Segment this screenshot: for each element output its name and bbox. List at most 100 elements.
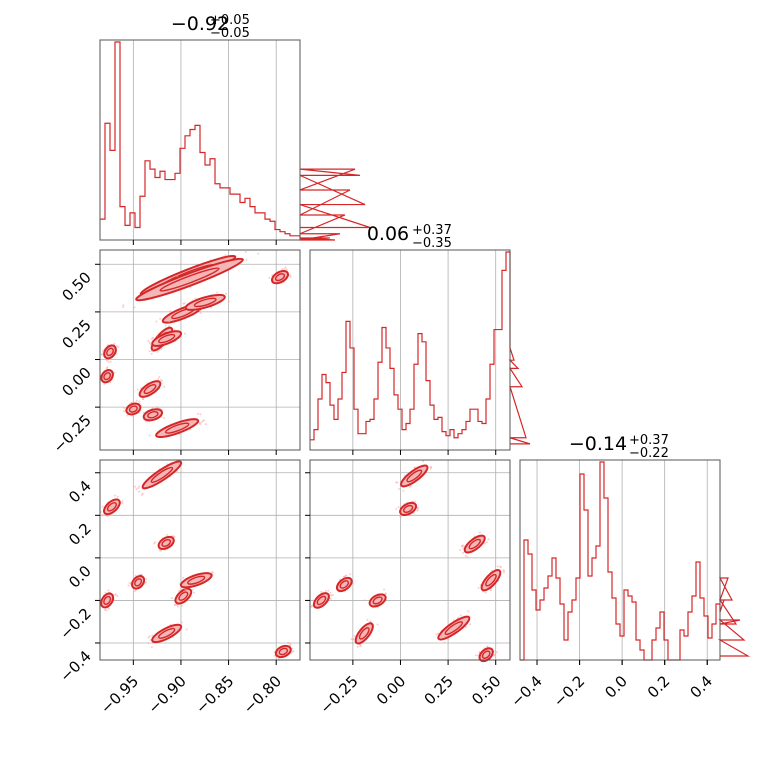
panel-0-1-sample-1-11 — [122, 304, 125, 307]
ytick-label-2-r2-4: 0.4 — [65, 477, 95, 507]
panel-1-2-sample-7-24 — [356, 645, 359, 648]
panel-1-2-sample-8-19 — [443, 641, 446, 644]
panel-0-2-sample-8-17 — [291, 650, 294, 653]
panel-0-1-sample-10-17 — [162, 417, 165, 420]
panel-0-1-sample-2-0 — [159, 317, 162, 320]
panel-0-1-sample-11-24 — [202, 419, 205, 422]
histogram-1 — [310, 251, 531, 445]
panel-0-1-sample-3-25 — [227, 300, 230, 303]
panel-0-1-contour-outer-1 — [135, 257, 244, 302]
panel-1-2-sample-2-0 — [464, 554, 467, 557]
panel-0-2-sample-8-13 — [277, 657, 280, 660]
title-param-2-lower: −0.22 — [629, 446, 669, 461]
panel-0-2-contour-outer-3 — [131, 575, 146, 590]
panel-1-2-contour-inner-6 — [372, 596, 383, 605]
panel-0-1-sample-2-7 — [199, 312, 202, 315]
ytick-label-1-r1-0: −0.25 — [50, 411, 95, 456]
xtick-label-1-2: 0.25 — [421, 672, 457, 708]
panel-1-2-sample-7-9 — [376, 623, 379, 626]
panel-0-1-sample-4-15 — [150, 352, 153, 355]
panel-0-1-contour-outer-10 — [142, 408, 164, 422]
panel-1-2-sample-0-7 — [398, 488, 401, 491]
panel-1-2-sample-9-4 — [494, 650, 497, 653]
panel-0-1-contour-inner-3 — [193, 297, 217, 308]
panel-0-1-sample-3-8 — [185, 312, 188, 315]
panel-0-2-sample-0-11 — [113, 494, 116, 497]
panel-1-2-sample-2-18 — [486, 541, 489, 544]
panel-1-2-sample-3-5 — [502, 569, 505, 572]
panel-1-2-sample-2-21 — [461, 545, 464, 548]
xtick-label-2-2: 0.0 — [601, 672, 631, 702]
panel-1-2-sample-8-7 — [435, 633, 438, 636]
panel-0-2-sample-4-2 — [105, 609, 108, 612]
xtick-label-0-2: −0.85 — [192, 672, 237, 717]
panel-1-2-sample-2-17 — [478, 531, 481, 534]
panels: −0.95 −0.90 −0.85 −0.80 −0.25 0.00 0.25 0.50 −0.… — [50, 39, 751, 717]
panel-0-1-sample-6-6 — [115, 344, 118, 347]
panel-0-2-sample-6-17 — [178, 589, 181, 592]
panel-1-2-sample-8-5 — [467, 610, 470, 613]
panel-0-2-sample-4-15 — [107, 589, 110, 592]
panel-1-2-sample-1-19 — [395, 507, 398, 510]
xtick-label-1-1: 0.00 — [373, 672, 409, 708]
panel-1-2-sample-4-10 — [344, 574, 347, 577]
panel-0-1-sample-0-18 — [244, 250, 247, 253]
title-param-1-lower: −0.35 — [412, 236, 452, 251]
panel-0-2-contour-outer-6 — [179, 572, 213, 589]
ytick-label-2-r2-2: 0.0 — [65, 562, 95, 592]
panel-1-2-sample-2-13 — [462, 547, 465, 550]
xtick-label-1-3: 0.50 — [468, 672, 504, 708]
panel-0-1-sample-4-14 — [173, 328, 176, 331]
panel-1-2-sample-8-12 — [459, 614, 462, 617]
panel-1-2-sample-0-25 — [422, 460, 425, 463]
panel-1-2-sample-9-20 — [477, 654, 480, 657]
panel-0-2-sample-7-7 — [147, 636, 150, 639]
panel-0-2-sample-7-17 — [180, 621, 183, 624]
panel-1-2-sample-0-11 — [429, 465, 432, 468]
panel-0-2-contour-inner-7 — [158, 627, 176, 639]
panel-1-2-sample-9-0 — [494, 653, 497, 656]
panel-1-2-sample-5-3 — [329, 591, 332, 594]
panel-0-1-contour-inner-6 — [106, 347, 114, 357]
panel-0-1-sample-8-11 — [163, 385, 166, 388]
panel-1-2-contour-inner-8 — [444, 621, 464, 636]
panel-0-1-sample-5-20 — [184, 332, 187, 335]
panel-0-1-sample-7-16 — [106, 366, 109, 369]
panel-1-2-sample-5-2 — [324, 589, 327, 592]
panel-0-2-contour-inner-0 — [106, 502, 117, 512]
panel-0-1-sample-12-3 — [281, 268, 284, 271]
panel-0-2-sample-4-25 — [107, 607, 110, 610]
panel-0-1-sample-2-9 — [169, 310, 172, 313]
panel-0-2-sample-8-20 — [289, 643, 292, 646]
panel-0-1-contour-inner-11 — [164, 422, 190, 434]
panel-0-1-sample-8-12 — [158, 375, 161, 378]
panel-0-2-sample-0-7 — [121, 502, 124, 505]
hist-frame-2 — [519, 459, 721, 661]
panel-1-2-sample-2-7 — [487, 538, 490, 541]
panel-0-1-sample-12-23 — [268, 276, 271, 279]
xtick-label-2-1: −0.2 — [550, 672, 588, 710]
panel-0-2-contour-inner-5 — [178, 591, 189, 601]
panel-0-1-sample-1-17 — [121, 305, 124, 308]
xtick-label-0-3: −0.80 — [240, 672, 285, 717]
ytick-label-1-r1-1: 0.00 — [58, 364, 94, 400]
title-param-0: −0.92 — [171, 13, 229, 35]
panel-0-2-sample-4-21 — [114, 593, 117, 596]
panel-0-2-contour-outer-5 — [174, 587, 193, 605]
panel-0-2-sample-8-25 — [273, 654, 276, 657]
panel-0-1-contour-inner-12 — [274, 273, 286, 282]
panel-0-1-sample-4-2 — [148, 350, 151, 353]
panel-0-2-contour-outer-2 — [157, 535, 175, 551]
panel-0-1-contour-outer-12 — [270, 270, 290, 285]
panel-0-1-contour-outer-11 — [155, 418, 200, 439]
panel-1-2-sample-2-5 — [462, 551, 465, 554]
title-param-0-lower: −0.05 — [210, 26, 250, 41]
panel-0-1-sample-9-19 — [131, 415, 134, 418]
panel-0-2-sample-3-20 — [127, 584, 130, 587]
panel-1-2-sample-3-0 — [503, 571, 506, 574]
panel-1-2-contour-inner-0 — [406, 469, 423, 483]
panel-0-1-sample-8-18 — [136, 388, 139, 391]
panel-0-2-sample-3-4 — [145, 577, 148, 580]
panel-0-1-sample-12-1 — [289, 276, 292, 279]
panel-0-1-sample-1-5 — [208, 262, 211, 265]
